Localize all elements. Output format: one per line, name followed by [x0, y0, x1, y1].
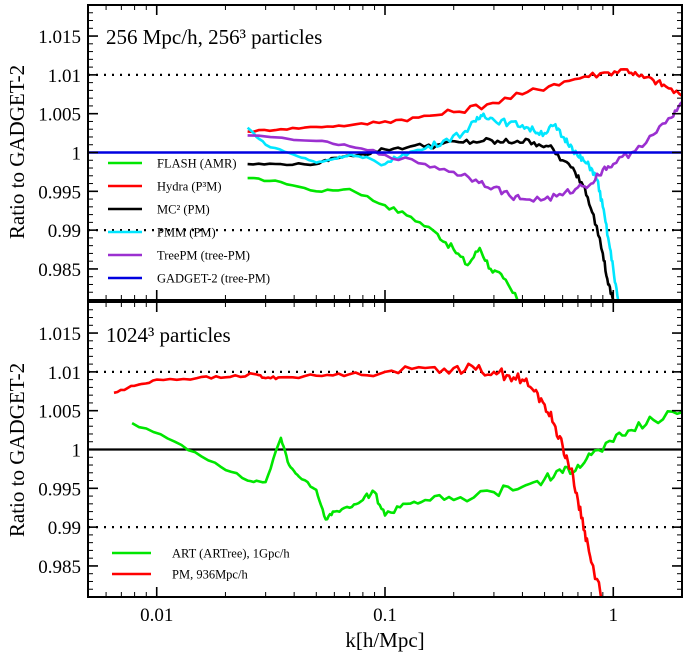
series-line-0 [247, 176, 519, 300]
panel-top-ylabel: Ratio to GADGET-2 [5, 65, 29, 239]
panel-top-ticks: 0.985 0.99 0.995 1 1.005 1.01 1.015 [38, 4, 683, 301]
x-tick-label-2: 1 [609, 605, 619, 626]
y-tick-label-3: 1 [72, 144, 82, 165]
panel-bottom-legend: ART (ARTree), 1Gpc/h PM, 936Mpc/h [112, 547, 290, 582]
panel-top: 0.985 0.99 0.995 1 1.005 1.01 1.015 256 Mpc/h,… [5, 4, 683, 301]
x-tick-label-0: 0.01 [140, 605, 173, 626]
panel-bottom: 0.985 0.99 0.995 1 1.005 1.01 1.015 0.01 0.1 1 10… [5, 301, 683, 652]
y-tick-label-5: 1.01 [48, 66, 81, 87]
panel-bottom-series [113, 362, 682, 597]
x-axis-label: k[h/Mpc] [345, 628, 424, 652]
y-tick-label-6: 1.015 [38, 27, 81, 48]
panel-bottom-ticks: 0.985 0.99 0.995 1 1.005 1.01 1.015 0.01 0.1 1 [38, 301, 683, 626]
panel-top-series [88, 68, 682, 300]
series-line-1 [247, 68, 682, 134]
legend-label-1: Hydra (P³M) [157, 180, 222, 194]
x-tick-label-1: 0.1 [373, 605, 397, 626]
panel-top-frame [87, 4, 683, 301]
legend-label-4: TreePM (tree-PM) [157, 249, 250, 263]
panel-top-legend: FLASH (AMR) Hydra (P³M) MC² (PM) PMM (PM) Tr… [108, 157, 270, 286]
legend-label-3: PMM (PM) [157, 226, 216, 240]
panel-top-title: 256 Mpc/h, 256³ particles [106, 25, 322, 49]
y-tick-label-2: 0.995 [38, 479, 81, 500]
legend-label-1: PM, 936Mpc/h [172, 568, 248, 582]
panel-bottom-ylabel: Ratio to GADGET-2 [5, 363, 29, 537]
y-tick-label-5: 1.01 [48, 363, 81, 384]
series-line-3 [246, 112, 620, 300]
y-tick-label-3: 1 [72, 441, 82, 462]
legend-label-2: MC² (PM) [157, 203, 210, 217]
y-tick-label-0: 0.985 [38, 557, 81, 578]
series-line-1 [113, 362, 604, 597]
legend-label-0: FLASH (AMR) [157, 157, 237, 171]
y-tick-label-4: 1.005 [38, 105, 81, 126]
legend-label-5: GADGET-2 (tree-PM) [157, 272, 270, 286]
series-line-4 [247, 101, 682, 203]
y-tick-label-1: 0.99 [48, 221, 81, 242]
y-tick-label-4: 1.005 [38, 402, 81, 423]
series-line-0 [131, 410, 682, 521]
series-line-2 [247, 136, 615, 300]
y-tick-label-1: 0.99 [48, 518, 81, 539]
panel-bottom-title: 1024³ particles [106, 323, 231, 347]
y-tick-label-6: 1.015 [38, 324, 81, 345]
panel-top-reflines [88, 73, 682, 232]
panel-bottom-frame [87, 301, 683, 598]
y-tick-label-2: 0.995 [38, 182, 81, 203]
panel-bottom-reflines [88, 370, 682, 529]
y-tick-label-0: 0.985 [38, 260, 81, 281]
legend-label-0: ART (ARTree), 1Gpc/h [172, 547, 290, 561]
